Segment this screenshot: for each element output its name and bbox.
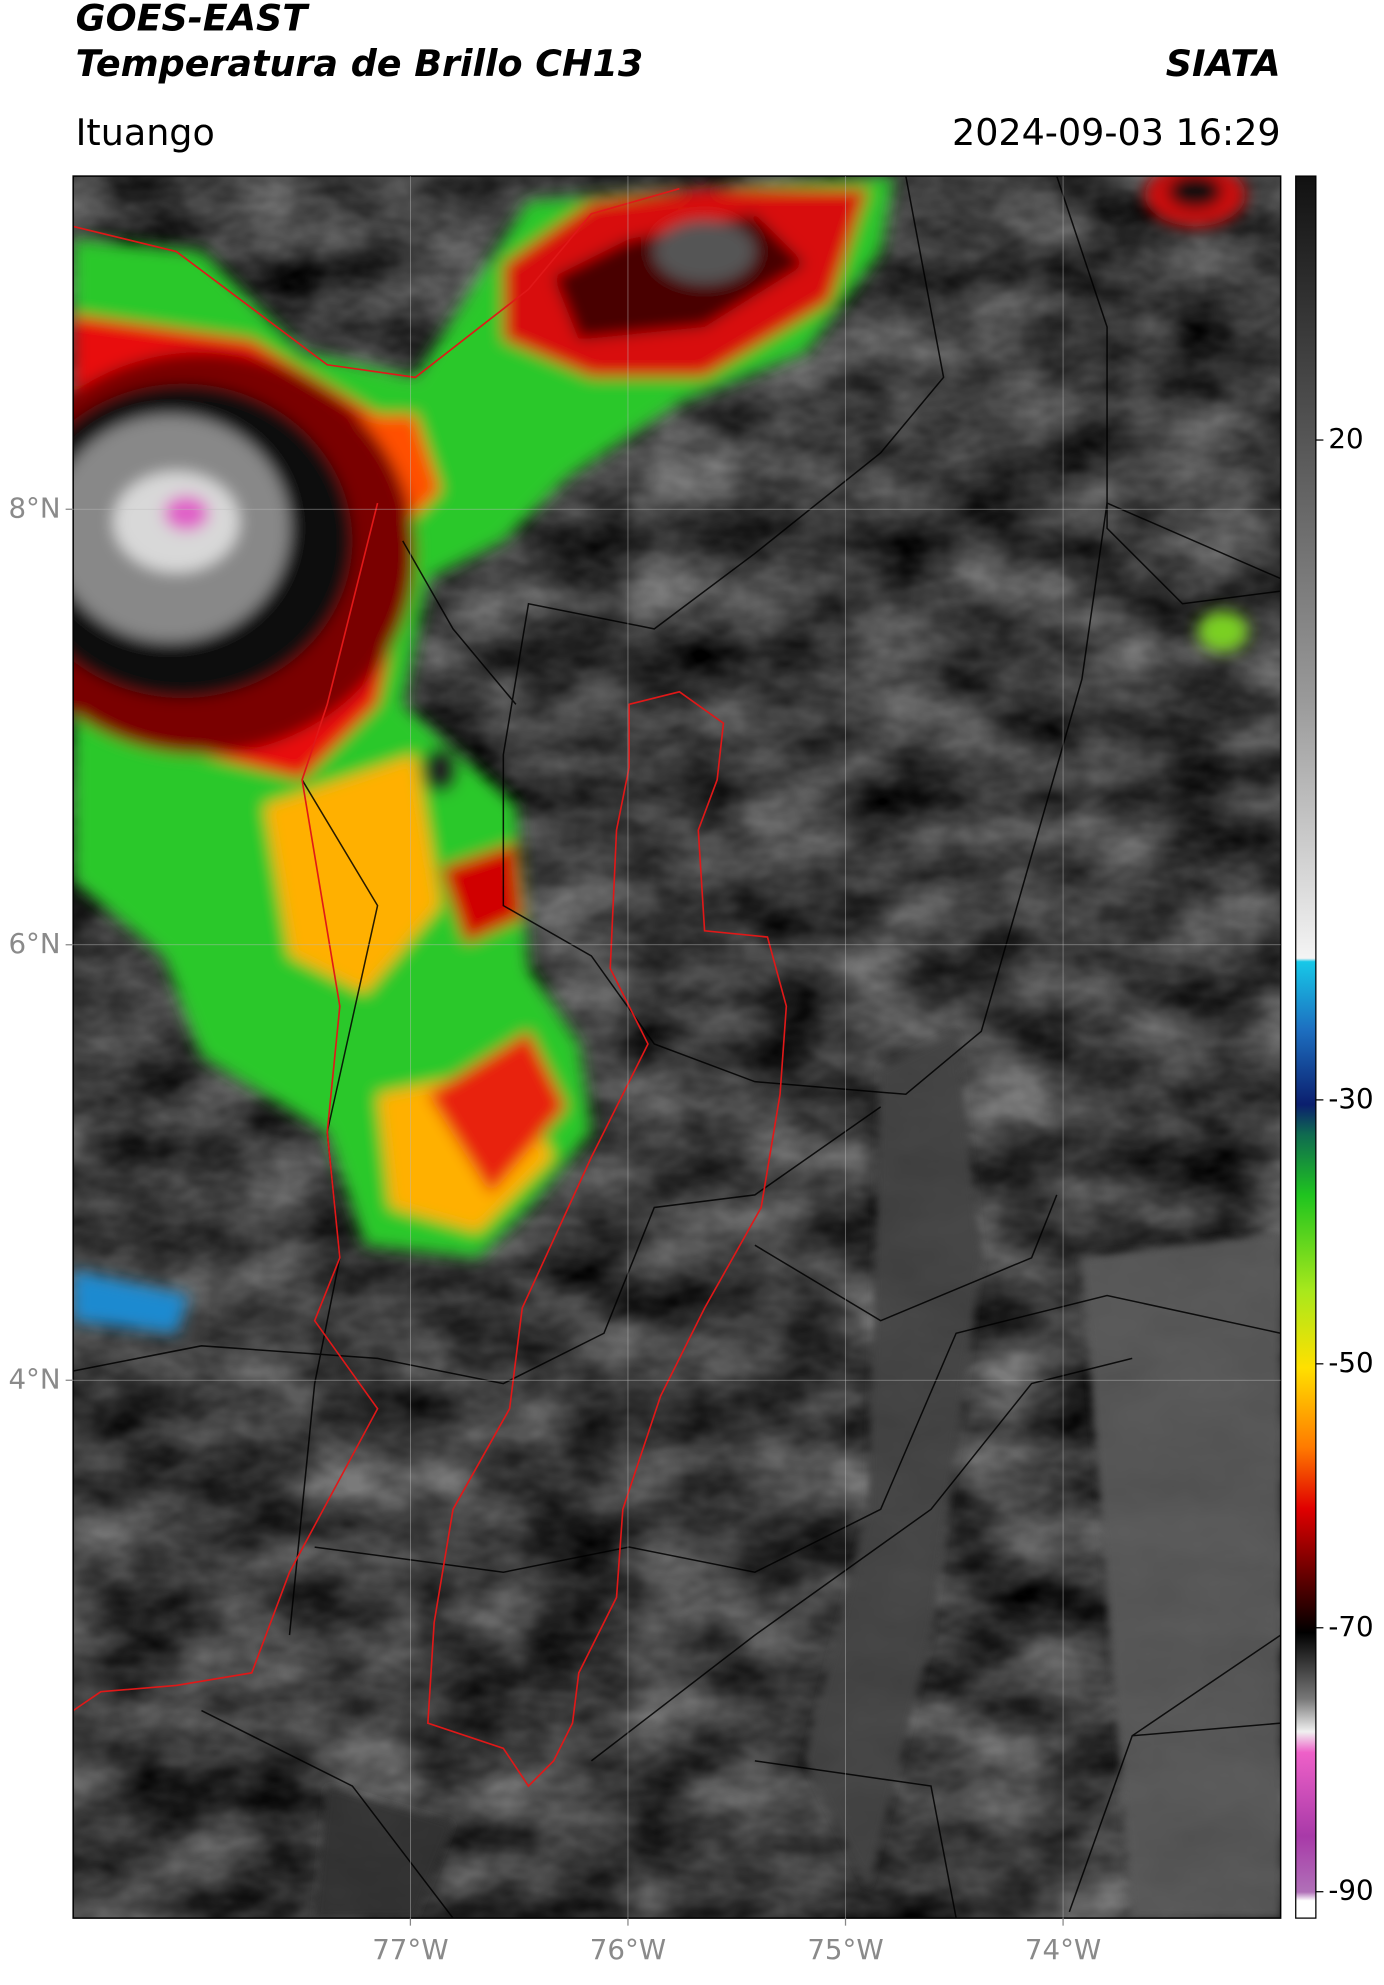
colorbar-tick-label: -90 [1328,1874,1373,1907]
y-tick-label: 8°N [8,491,60,524]
timestamp: 2024-09-03 16:29 [952,111,1281,154]
colorbar-tick-label: -30 [1328,1082,1373,1115]
title: GOES-EAST [76,0,311,40]
x-tick-label: 76°W [590,1933,666,1966]
colorbar-tick-label: 20 [1328,422,1363,455]
colorbar [1295,175,1317,1919]
colorbar-tick-label: -70 [1328,1610,1373,1643]
location: Ituango [76,111,215,154]
map-frame [72,175,1282,1919]
subtitle: Temperatura de Brillo CH13 [76,42,644,85]
x-tick-label: 77°W [372,1933,448,1966]
x-tick-label: 74°W [1025,1933,1101,1966]
colorbar-tick-label: -50 [1328,1346,1373,1379]
source: SIATA [1166,42,1281,85]
y-tick-label: 6°N [8,927,60,960]
y-tick-label: 4°N [8,1362,60,1395]
satellite-image [73,176,1281,1919]
x-tick-label: 75°W [807,1933,883,1966]
